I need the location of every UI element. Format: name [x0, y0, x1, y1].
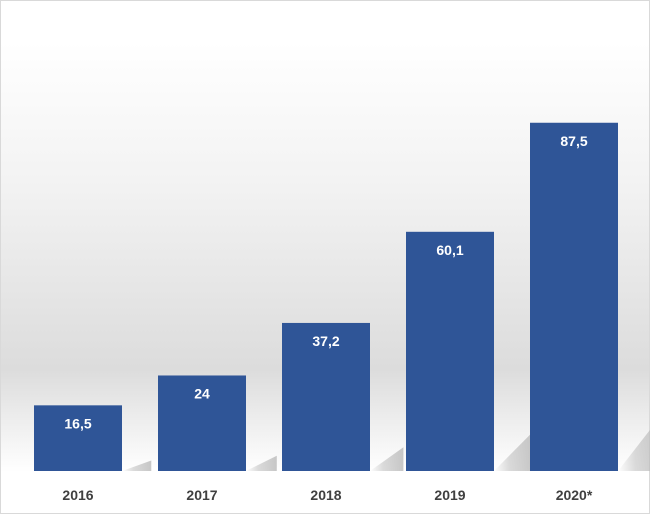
bar-value-label: 37,2: [312, 333, 339, 349]
bar-value-label: 24: [194, 385, 210, 401]
bar-2018: [282, 322, 370, 471]
bar-shadow: [494, 432, 532, 471]
bar-2019: [406, 231, 494, 471]
x-tick-labels-group: 2016 2017 2018 2019 2020*: [62, 487, 592, 503]
bar-shadow: [370, 447, 404, 471]
x-tick-label: 2017: [186, 487, 217, 503]
x-tick-label: 2020*: [556, 487, 593, 503]
bar-2017: [158, 375, 246, 471]
bar-shadow: [618, 429, 650, 471]
bar-shadows: [122, 429, 650, 471]
bar-value-label: 16,5: [64, 415, 91, 431]
bar-shadow: [122, 460, 152, 471]
bar-2016: [34, 405, 122, 471]
bar-2020: [530, 122, 618, 471]
bar-value-label: 87,5: [560, 133, 587, 149]
bar-value-label: 60,1: [436, 242, 463, 258]
x-tick-label: 2019: [434, 487, 465, 503]
x-tick-label: 2016: [62, 487, 93, 503]
bars-group: [34, 122, 618, 471]
bar-shadow: [246, 455, 277, 471]
bar-labels-group: 16,5 24 37,2 60,1 87,5: [64, 133, 587, 432]
x-tick-label: 2018: [310, 487, 341, 503]
